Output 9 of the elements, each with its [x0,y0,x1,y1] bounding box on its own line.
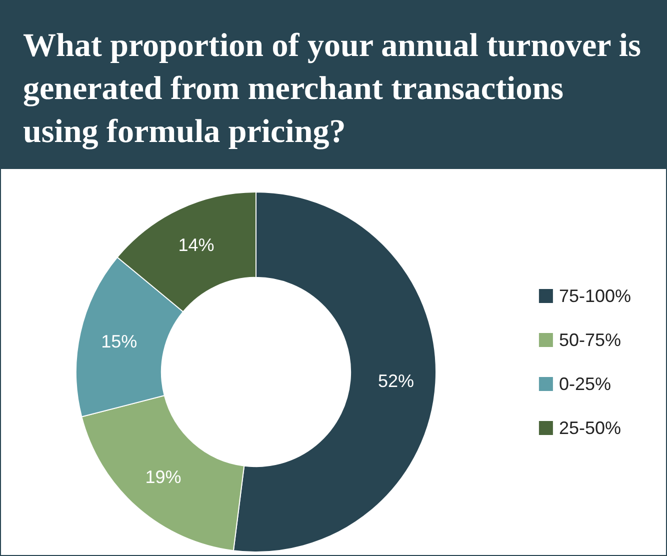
data-label: 19% [145,467,182,488]
data-label: 14% [178,235,214,256]
legend-label: 0-25% [558,374,611,394]
data-label: 15% [101,331,138,352]
legend-label: 75-100% [558,286,632,306]
legend-label: 50-75% [558,330,621,350]
chart-title: What proportion of your annual turnover is generated from merchant transactions using formula pricing? [1,1,666,169]
legend-label: 25-50% [558,418,621,438]
data-label: 52% [378,370,414,391]
